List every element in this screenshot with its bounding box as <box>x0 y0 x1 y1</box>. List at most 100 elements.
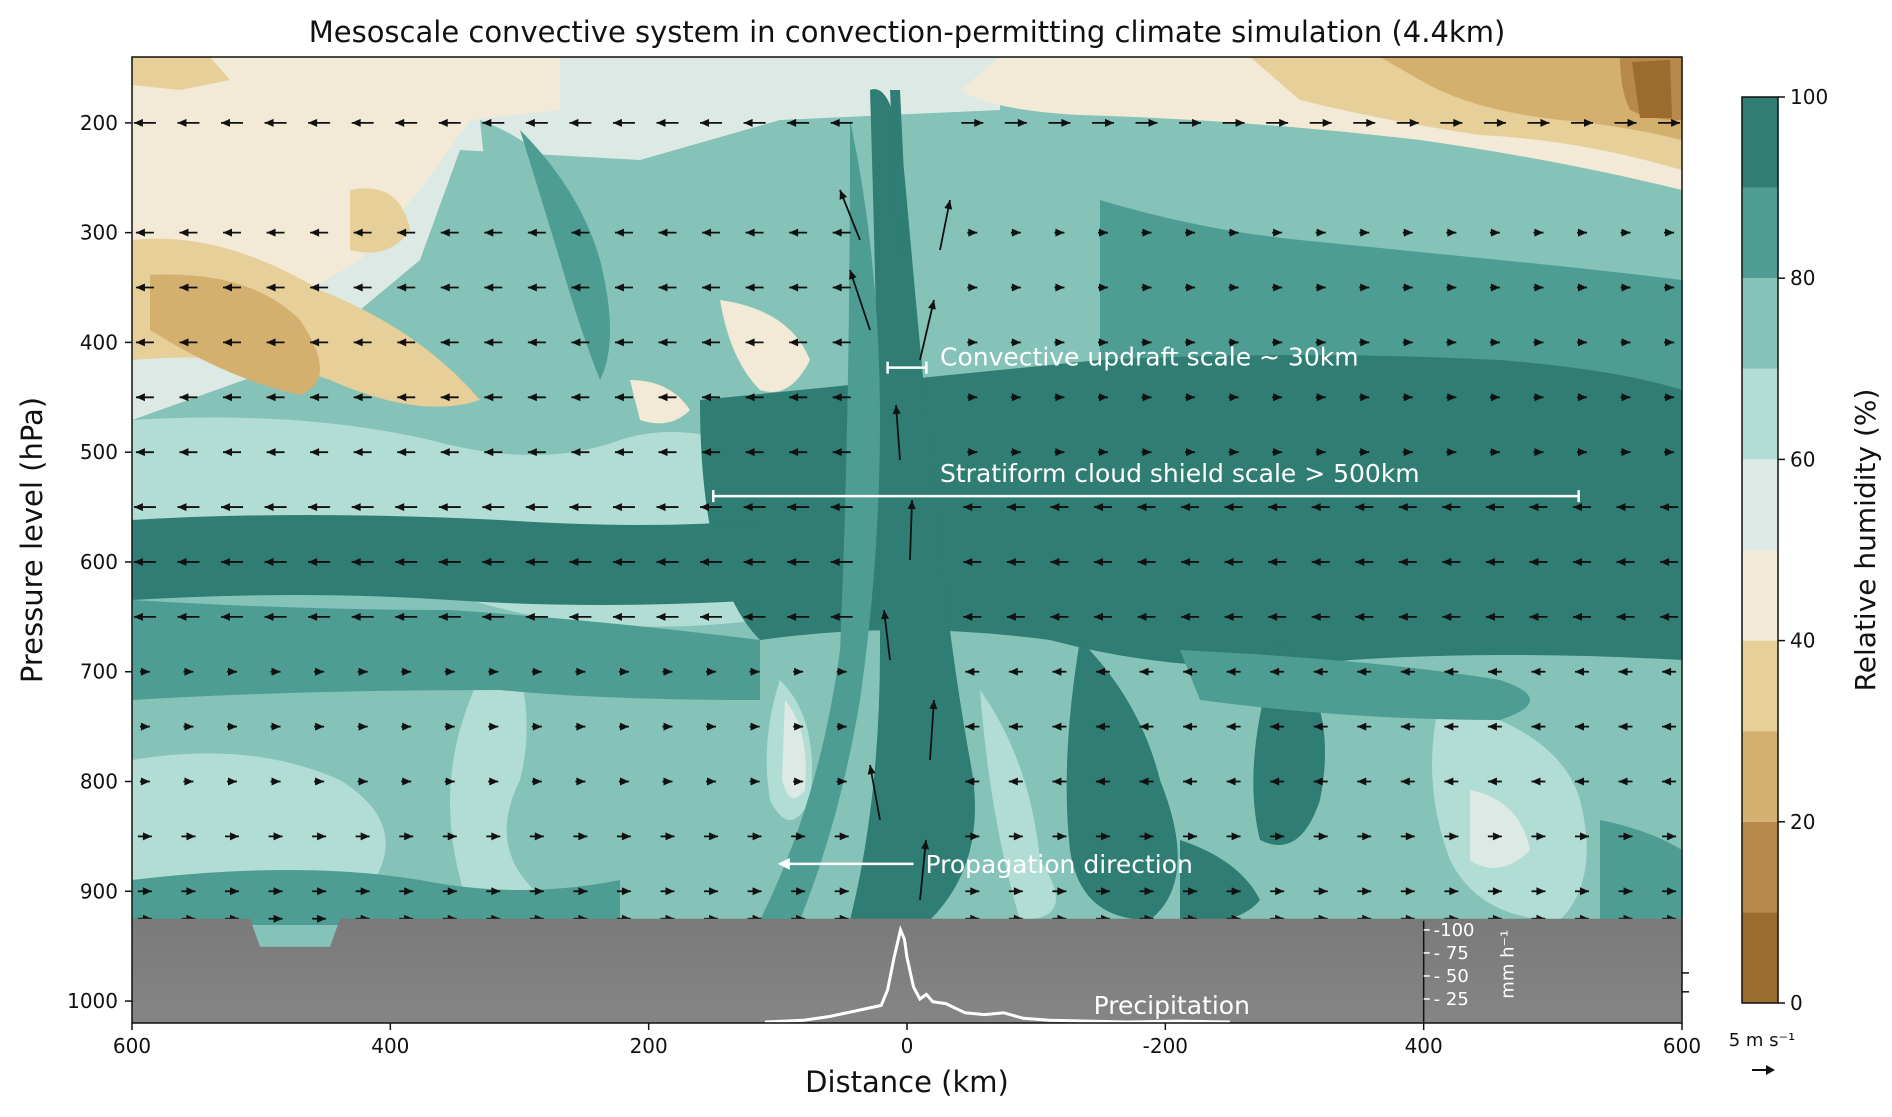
wind-vector <box>1446 283 1457 292</box>
wind-vector <box>1008 832 1023 841</box>
wind-vector <box>749 722 760 731</box>
colorbar-band <box>1742 912 1778 1003</box>
wind-vector <box>1141 448 1152 457</box>
wind-vector <box>1533 393 1544 402</box>
wind-vector <box>702 338 721 347</box>
wind-vector <box>395 118 418 127</box>
wind-vector <box>662 722 673 731</box>
colorbar-frame <box>1741 96 1779 1004</box>
wind-vector <box>310 448 329 457</box>
y-tick-label: 700 <box>80 660 118 684</box>
wind-vector <box>571 283 590 292</box>
colorbar-band <box>1742 459 1778 550</box>
wind-vector <box>1052 667 1067 676</box>
wind-vector <box>395 503 418 512</box>
humidity-contour-region <box>132 57 230 90</box>
wind-vector <box>353 338 372 347</box>
wind-vector <box>484 338 503 347</box>
wind-vector <box>571 393 590 402</box>
wind-vector <box>1313 832 1328 841</box>
wind-vector <box>1483 118 1506 127</box>
wind-vector <box>789 393 808 402</box>
wind-vector <box>397 338 416 347</box>
wind-vector <box>830 503 853 512</box>
wind-vector <box>1440 118 1463 127</box>
wind-vector <box>1400 722 1415 731</box>
wind-vector <box>1660 612 1679 621</box>
wind-vector <box>179 228 198 237</box>
wind-vector <box>1226 722 1241 731</box>
wind-vector <box>351 503 374 512</box>
wind-vector <box>965 887 980 896</box>
wind-vector <box>1620 448 1631 457</box>
wind-vector <box>573 887 588 896</box>
precipitation-unit: mm h⁻¹ <box>1498 930 1519 999</box>
stratiform-annotation: Stratiform cloud shield scale > 500km <box>940 459 1420 488</box>
wind-vector <box>1396 118 1419 127</box>
propagation-annotation: Propagation direction <box>925 850 1192 879</box>
wind-vector <box>1141 393 1152 402</box>
wind-vector <box>527 448 546 457</box>
wind-vector <box>1442 503 1461 512</box>
wind-vector <box>310 393 329 402</box>
wind-vector <box>531 667 542 676</box>
wind-vector <box>1185 283 1196 292</box>
wind-vector <box>527 338 546 347</box>
wind-vector <box>1095 722 1110 731</box>
wind-vector <box>1400 832 1415 841</box>
wind-vector <box>484 228 503 237</box>
wind-vector <box>961 118 984 127</box>
humidity-contour-region <box>1066 640 1178 920</box>
wind-vector <box>967 283 978 292</box>
wind-vector <box>440 338 459 347</box>
wind-vector <box>618 722 629 731</box>
wind-vector <box>270 667 281 676</box>
wind-vector <box>836 777 847 786</box>
wind-vector <box>223 448 242 457</box>
wind-vector <box>1008 667 1023 676</box>
wind-vector <box>1141 283 1152 292</box>
wind-vector <box>618 777 629 786</box>
wind-vector <box>1137 503 1156 512</box>
wind-vector <box>1489 448 1500 457</box>
wind-vector <box>135 228 154 237</box>
wind-vector <box>1658 118 1681 127</box>
wind-vector <box>1139 722 1154 731</box>
wind-vector <box>221 557 244 566</box>
chart-title: Mesoscale convective system in convectio… <box>309 15 1506 49</box>
colorbar-band <box>1742 187 1778 279</box>
wind-vector <box>525 118 548 127</box>
wind-vector <box>1529 503 1548 512</box>
colorbar-band <box>1742 97 1778 188</box>
wind-vector <box>401 722 412 731</box>
wind-vector <box>1228 393 1239 402</box>
wind-vector <box>1618 777 1633 786</box>
wind-vector <box>787 557 810 566</box>
wind-vector <box>832 228 851 237</box>
wind-vector <box>745 338 764 347</box>
wind-vector <box>656 612 679 621</box>
wind-vector <box>1010 283 1021 292</box>
wind-vector <box>1618 722 1633 731</box>
wind-vector <box>440 283 459 292</box>
wind-vector <box>1050 503 1069 512</box>
wind-vector <box>793 722 804 731</box>
wind-vector <box>1355 557 1374 566</box>
wind-vector <box>658 283 677 292</box>
wind-vector <box>919 299 936 361</box>
wind-vector <box>702 448 721 457</box>
wind-vector <box>662 667 673 676</box>
wind-vector <box>1313 667 1328 676</box>
wind-vector <box>1010 448 1021 457</box>
wind-vector <box>1226 667 1241 676</box>
x-tick-label: 400 <box>1405 1034 1443 1058</box>
wind-vector <box>1529 612 1548 621</box>
wind-vector <box>1270 887 1285 896</box>
wind-vector <box>397 448 416 457</box>
wind-vector <box>919 839 930 901</box>
humidity-contour-region <box>132 870 620 925</box>
wind-vector <box>133 503 156 512</box>
wind-vector <box>268 914 283 923</box>
wind-vector <box>1311 557 1330 566</box>
humidity-contour-region <box>132 600 760 700</box>
